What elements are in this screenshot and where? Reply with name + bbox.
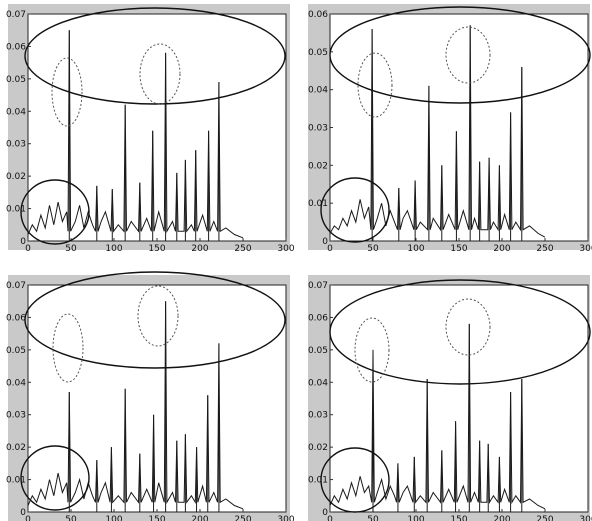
x-tick-label: 300 [277, 244, 294, 254]
highlight-ellipse-left-peak [357, 52, 393, 118]
y-tick-label: 0.01 [308, 199, 328, 209]
spectrum-series [27, 301, 244, 510]
highlight-ellipse-center-peak [137, 285, 179, 347]
y-tick-label: 0.07 [308, 281, 328, 291]
spectrum-series [329, 25, 546, 238]
highlight-ellipse-left-peak [51, 57, 83, 127]
y-tick-label: 0.06 [308, 313, 328, 323]
y-tick-label: 0.02 [6, 172, 26, 182]
y-tick-label: 0.04 [6, 378, 26, 388]
x-tick-label: 0 [327, 244, 333, 254]
x-tick-label: 250 [536, 515, 553, 521]
x-tick-label: 50 [367, 515, 379, 521]
y-tick-label: 0.01 [6, 476, 26, 486]
highlight-ellipse-low-region [20, 445, 90, 511]
chart-panel-3: 0 50 100 150 200 250 300 0 0.01 0.02 0.03 0.04 0.05 0… [6, 271, 295, 521]
x-tick-label: 200 [191, 515, 208, 521]
plot-area [329, 284, 589, 513]
x-tick-label: 0 [25, 515, 31, 521]
x-tick-label: 150 [148, 515, 165, 521]
highlight-ellipse-large [24, 271, 286, 369]
x-tick-label: 150 [450, 515, 467, 521]
x-tick-label: 200 [493, 244, 510, 254]
y-tick-label: 0.07 [6, 10, 26, 20]
y-tick-label: 0.01 [308, 476, 328, 486]
y-tick-label: 0.03 [6, 140, 26, 150]
x-tick-label: 250 [234, 244, 251, 254]
spectrum-series [329, 323, 546, 510]
y-tick-label: 0.02 [6, 443, 26, 453]
x-tick-label: 50 [65, 244, 77, 254]
x-tick-label: 100 [407, 515, 424, 521]
y-tick-label: 0.05 [6, 346, 26, 356]
x-tick-label: 100 [105, 515, 122, 521]
x-tick-label: 50 [367, 244, 379, 254]
x-tick-label: 250 [536, 244, 553, 254]
chart-panel-2: 0 50 100 150 200 250 300 0 0.01 0.02 0.03 0.04 0.05 0… [308, 4, 592, 254]
x-tick-label: 100 [105, 244, 122, 254]
y-tick-label: 0.02 [308, 161, 328, 171]
y-tick-label: 0.03 [308, 124, 328, 134]
y-tick-label: 0.07 [6, 281, 26, 291]
highlight-ellipse-center-peak [445, 26, 491, 84]
highlight-ellipse-large [329, 6, 591, 104]
x-tick-label: 300 [579, 244, 592, 254]
chart-panel-4: 0 50 100 150 200 250 300 0 0.01 0.02 0.03 0.04 0.05 0… [308, 275, 592, 521]
highlight-ellipse-center-peak [139, 43, 181, 105]
x-tick-label: 150 [450, 244, 467, 254]
highlight-ellipse-low-region [320, 447, 390, 513]
x-tick-label: 200 [191, 244, 208, 254]
y-tick-label: 0.06 [6, 42, 26, 52]
y-tick-label: 0 [322, 508, 328, 518]
spectrum-series [27, 30, 244, 239]
y-tick-label: 0 [322, 237, 328, 247]
x-tick-label: 150 [148, 244, 165, 254]
y-tick-label: 0.03 [308, 411, 328, 421]
plot-area [27, 284, 287, 513]
y-tick-label: 0.04 [6, 107, 26, 117]
y-tick-label: 0 [20, 237, 26, 247]
y-tick-label: 0.04 [308, 378, 328, 388]
highlight-ellipse-left-peak [354, 317, 390, 383]
chart-panel-1: 0 50 100 150 200 250 300 0 0.01 0.02 0.03 0.04 0.05 0… [6, 4, 295, 254]
y-tick-label: 0.04 [308, 86, 328, 96]
y-tick-label: 0.05 [308, 48, 328, 58]
y-tick-label: 0.06 [6, 313, 26, 323]
y-tick-label: 0.05 [6, 75, 26, 85]
x-tick-label: 200 [493, 515, 510, 521]
x-tick-label: 0 [327, 515, 333, 521]
highlight-ellipse-low-region [320, 177, 390, 243]
y-tick-label: 0.05 [308, 346, 328, 356]
y-tick-label: 0 [20, 508, 26, 518]
x-tick-label: 100 [407, 244, 424, 254]
highlight-ellipse-large [24, 7, 286, 105]
plot-area [27, 13, 287, 242]
highlight-ellipse-large [329, 279, 591, 385]
x-tick-label: 50 [65, 515, 77, 521]
highlight-ellipse-low-region [20, 179, 90, 245]
x-tick-label: 300 [579, 515, 592, 521]
highlight-ellipse-left-peak [52, 313, 84, 383]
highlight-ellipse-center-peak [445, 298, 491, 356]
y-tick-label: 0.02 [308, 443, 328, 453]
x-tick-label: 250 [234, 515, 251, 521]
x-tick-label: 300 [277, 515, 294, 521]
x-tick-label: 0 [25, 244, 31, 254]
y-tick-label: 0.01 [6, 205, 26, 215]
y-tick-label: 0.03 [6, 411, 26, 421]
y-tick-label: 0.06 [308, 10, 328, 20]
